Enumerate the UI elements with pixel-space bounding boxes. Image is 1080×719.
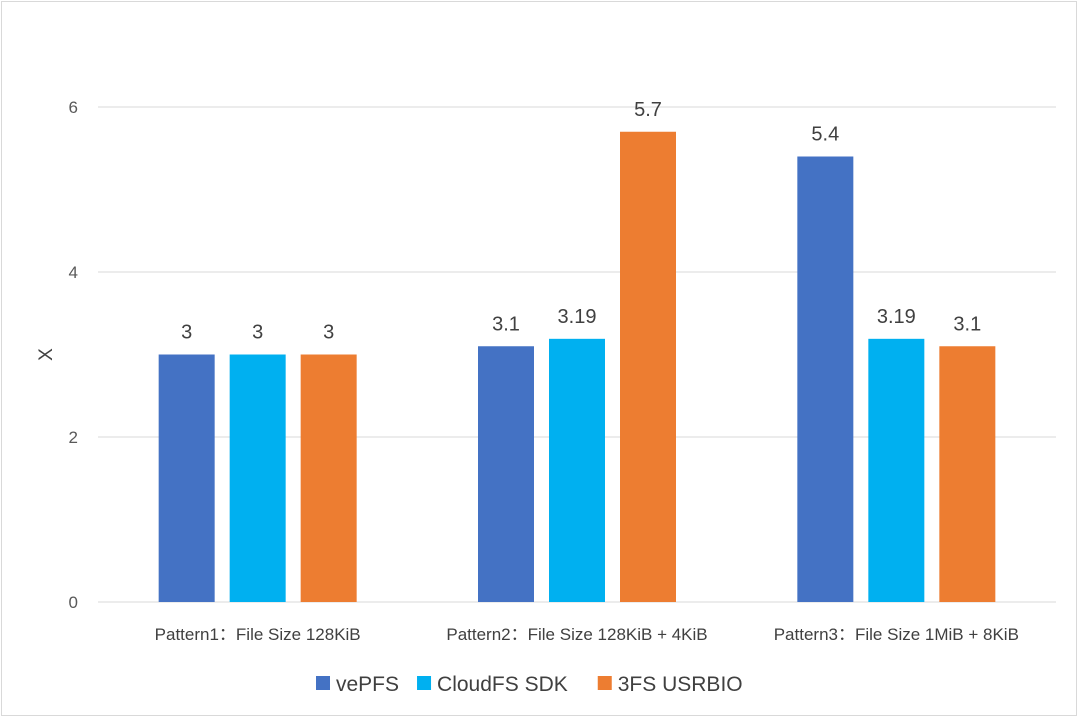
data-label: 5.7 — [634, 99, 662, 121]
bar-vepfs — [797, 156, 854, 602]
y-tick-label: 6 — [69, 98, 78, 117]
y-tick-label: 2 — [69, 428, 78, 447]
bar-vepfs — [158, 354, 215, 602]
legend-label: 3FS USRBIO — [618, 673, 743, 696]
data-label: 3 — [252, 322, 263, 344]
y-tick-label: 0 — [69, 593, 78, 612]
bar-vepfs — [478, 346, 534, 602]
bar-3fs-usrbio — [300, 354, 357, 602]
y-tick-label: 4 — [69, 263, 78, 282]
bar-cloudfs-sdk — [549, 338, 605, 602]
x-tick-label: Pattern2：File Size 128KiB + 4KiB — [446, 625, 707, 644]
legend-label: CloudFS SDK — [437, 673, 568, 696]
data-label: 3 — [323, 322, 334, 344]
legend-swatch-cloudfs-sdk — [417, 676, 432, 690]
y-axis-label: X — [36, 348, 57, 361]
data-label: 3.19 — [877, 306, 916, 328]
legend-label: vePFS — [336, 673, 399, 696]
bar-cloudfs-sdk — [229, 354, 286, 602]
bar-3fs-usrbio — [620, 131, 676, 602]
data-label: 3 — [181, 322, 192, 344]
legend-swatch-vepfs — [316, 676, 330, 690]
data-label: 3.1 — [492, 313, 520, 335]
x-tick-label: Pattern1：File Size 128KiB — [155, 625, 361, 644]
data-label: 3.19 — [558, 306, 597, 328]
data-label: 5.4 — [811, 124, 839, 146]
bar-cloudfs-sdk — [868, 338, 925, 602]
x-tick-label: Pattern3：File Size 1MiB + 8KiB — [774, 625, 1019, 644]
data-label: 3.1 — [953, 313, 981, 335]
legend-swatch-3fs-usrbio — [597, 676, 612, 690]
bar-3fs-usrbio — [939, 346, 996, 602]
